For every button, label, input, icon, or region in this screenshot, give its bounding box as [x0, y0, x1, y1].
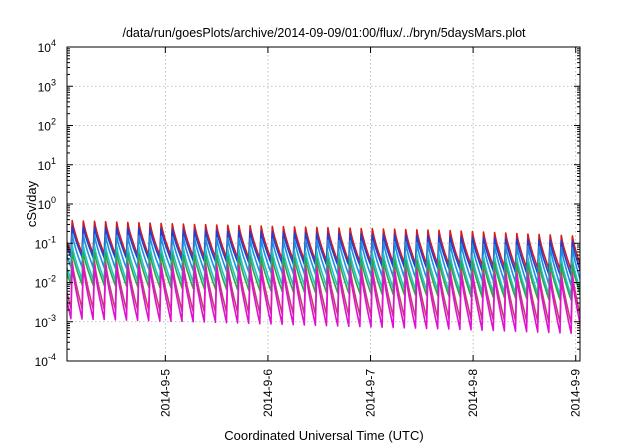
- x-tick-label: 2014-9-8: [466, 369, 480, 417]
- x-tick-label: 2014-9-6: [261, 369, 275, 417]
- y-tick-label: 10-3: [35, 313, 56, 330]
- x-tick-labels: 2014-9-5 2014-9-6 2014-9-7 2014-9-8 2014-9-9: [158, 369, 582, 417]
- x-axis-label: Coordinated Universal Time (UTC): [224, 428, 423, 443]
- x-tick-label: 2014-9-7: [364, 369, 378, 417]
- y-tick-label: 10-1: [35, 234, 56, 251]
- y-tick-labels: 10-4 10-3 10-2 10-1 100 101 102 103 104: [35, 38, 56, 369]
- chart-title: /data/run/goesPlots/archive/2014-09-09/0…: [122, 26, 526, 40]
- x-tick-label: 2014-9-5: [158, 369, 172, 417]
- tick-marks: [67, 46, 580, 362]
- y-tick-label: 10-2: [35, 274, 56, 291]
- y-tick-label: 100: [38, 195, 56, 212]
- y-axis-label: cSv/day: [24, 180, 39, 227]
- y-tick-label: 102: [38, 117, 56, 134]
- y-tick-label: 101: [38, 156, 56, 173]
- series-layer: [67, 219, 580, 335]
- y-tick-label: 104: [38, 38, 56, 55]
- y-tick-label: 103: [38, 77, 56, 94]
- x-tick-label: 2014-9-9: [569, 369, 583, 417]
- series-line-7: [67, 264, 580, 335]
- y-tick-label: 10-4: [35, 352, 56, 369]
